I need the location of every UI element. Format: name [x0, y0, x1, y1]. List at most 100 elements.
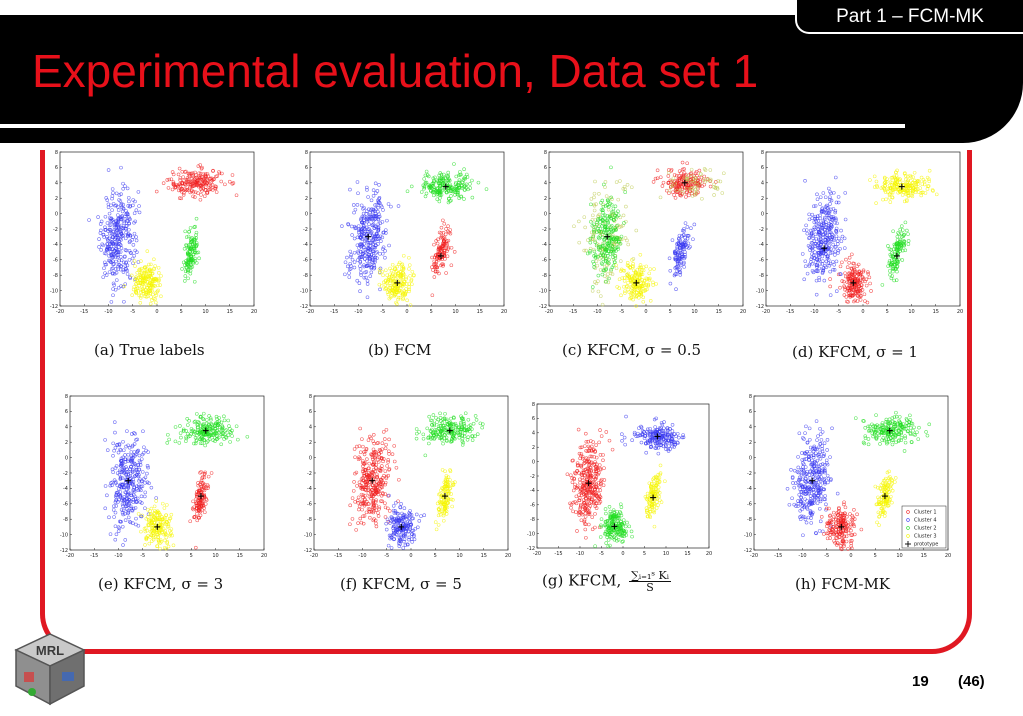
data-point: [392, 444, 396, 448]
data-point: [147, 541, 152, 546]
data-point: [358, 456, 362, 461]
data-point: [145, 464, 150, 468]
data-point: [900, 193, 905, 197]
data-point: [189, 256, 194, 261]
data-point: [618, 179, 622, 183]
data-point: [589, 230, 594, 235]
data-point: [689, 226, 693, 230]
data-point: [895, 251, 900, 256]
data-point: [196, 250, 201, 255]
data-point: [381, 430, 386, 434]
data-point: [368, 241, 372, 245]
data-point: [132, 450, 137, 454]
data-point: [684, 177, 689, 181]
data-point: [360, 437, 364, 441]
data-point: [826, 205, 830, 210]
data-point: [850, 293, 855, 298]
data-point: [683, 186, 687, 191]
data-point: [371, 451, 376, 455]
data-point: [230, 434, 234, 438]
data-point: [624, 204, 628, 209]
data-point: [126, 510, 131, 515]
data-point: [110, 208, 114, 212]
data-point: [404, 290, 408, 294]
data-point: [203, 173, 207, 177]
data-point: [359, 270, 363, 275]
data-point: [623, 236, 628, 240]
data-point: [197, 256, 201, 261]
data-point: [117, 443, 122, 447]
data-point: [365, 229, 370, 234]
data-point: [908, 186, 913, 190]
data-point: [689, 189, 693, 194]
data-point: [192, 420, 197, 424]
data-point: [365, 188, 369, 192]
data-point: [588, 240, 593, 245]
data-point: [183, 274, 188, 278]
data-point: [188, 519, 192, 524]
data-point: [362, 224, 366, 229]
data-point: [119, 165, 123, 170]
data-point: [152, 257, 156, 262]
y-tick-label: 2: [761, 196, 764, 202]
data-point: [180, 187, 185, 191]
data-point: [894, 247, 899, 252]
cluster-blue: [800, 175, 848, 297]
data-point: [364, 485, 368, 490]
data-point: [105, 237, 110, 241]
data-point: [187, 229, 192, 234]
data-point: [608, 214, 613, 218]
data-point: [187, 171, 192, 176]
data-point: [817, 258, 821, 263]
data-point: [473, 414, 478, 418]
data-point: [130, 508, 134, 512]
data-point: [680, 167, 685, 172]
data-point: [384, 268, 388, 273]
data-point: [619, 224, 624, 229]
data-point: [131, 198, 135, 202]
data-point: [817, 251, 822, 255]
data-point: [119, 246, 124, 250]
data-point: [364, 264, 369, 268]
data-point: [665, 188, 669, 193]
data-point: [143, 543, 147, 547]
data-point: [834, 230, 839, 234]
data-point: [103, 506, 108, 511]
data-point: [891, 266, 896, 271]
data-point: [193, 183, 198, 187]
data-point: [458, 421, 463, 425]
data-point: [200, 165, 204, 170]
data-point: [895, 261, 900, 265]
data-point: [97, 237, 101, 241]
data-point: [149, 262, 153, 267]
data-point: [390, 452, 395, 456]
data-point: [889, 254, 894, 259]
data-point: [185, 188, 190, 193]
data-point: [678, 182, 682, 186]
data-point: [408, 273, 412, 278]
data-point: [390, 290, 394, 295]
data-point: [622, 279, 627, 283]
data-point: [462, 188, 467, 192]
data-point: [441, 441, 445, 446]
data-point: [128, 459, 133, 463]
data-point: [816, 218, 821, 223]
y-tick-label: -12: [539, 304, 547, 310]
data-point: [691, 173, 696, 178]
data-point: [605, 225, 609, 229]
data-point: [194, 545, 198, 550]
data-point: [115, 242, 120, 247]
data-point: [438, 416, 443, 420]
data-point: [393, 292, 398, 297]
data-point: [365, 259, 369, 263]
data-point: [395, 286, 400, 290]
data-point: [198, 513, 203, 518]
data-point: [366, 485, 370, 490]
data-point: [115, 221, 120, 225]
data-point: [448, 228, 453, 232]
data-point: [123, 217, 127, 221]
data-point: [363, 257, 367, 261]
data-point: [194, 439, 199, 443]
data-point: [153, 535, 158, 539]
